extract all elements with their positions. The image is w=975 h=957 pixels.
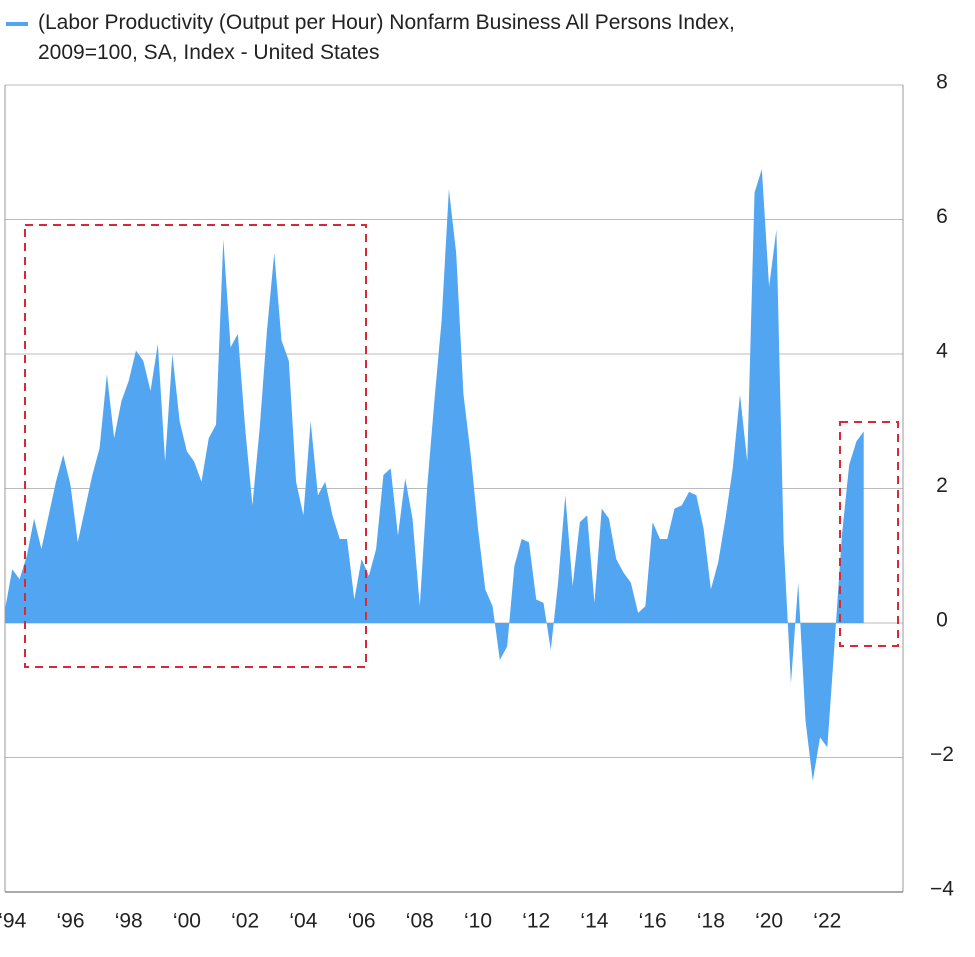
- x-tick-label: ‘20: [755, 910, 783, 933]
- y-tick-label: −4: [930, 878, 954, 901]
- y-tick-label: 2: [936, 474, 948, 497]
- x-tick-label: ‘08: [406, 910, 434, 933]
- y-tick-label: 4: [936, 340, 948, 363]
- area: [5, 169, 864, 782]
- plot: [5, 169, 864, 782]
- x-tick-label: ‘18: [697, 910, 725, 933]
- tick-labels: −4 −2 0 2 4 6 8 ‘94 ‘96 ‘98 ‘00 ‘02 ‘04 ‘06 ‘08 ‘10 ‘12 ‘…: [0, 71, 954, 933]
- x-tick-label: ‘02: [231, 910, 259, 933]
- legend: (Labor Productivity (Output per Hour) No…: [6, 8, 806, 68]
- x-tick-label: ‘06: [348, 910, 376, 933]
- x-tick-label: ‘10: [464, 910, 492, 933]
- x-tick-label: ‘12: [522, 910, 550, 933]
- x-tick-label: ‘14: [580, 910, 608, 933]
- x-tick-label: ‘96: [56, 910, 84, 933]
- highlight-box: [24, 224, 367, 668]
- legend-label: (Labor Productivity (Output per Hour) No…: [38, 11, 735, 64]
- x-tick-label: ‘98: [115, 910, 143, 933]
- y-tick-label: 6: [936, 205, 948, 228]
- x-tick-label: ‘94: [0, 910, 27, 933]
- x-tick-label: ‘16: [639, 910, 667, 933]
- x-tick-label: ‘00: [173, 910, 201, 933]
- y-tick-label: 8: [936, 71, 948, 94]
- y-tick-label: −2: [930, 743, 954, 766]
- x-tick-label: ‘04: [289, 910, 317, 933]
- y-tick-label: 0: [936, 609, 948, 632]
- legend-swatch: [6, 22, 28, 26]
- highlight-box: [839, 421, 899, 647]
- x-tick-label: ‘22: [813, 910, 841, 933]
